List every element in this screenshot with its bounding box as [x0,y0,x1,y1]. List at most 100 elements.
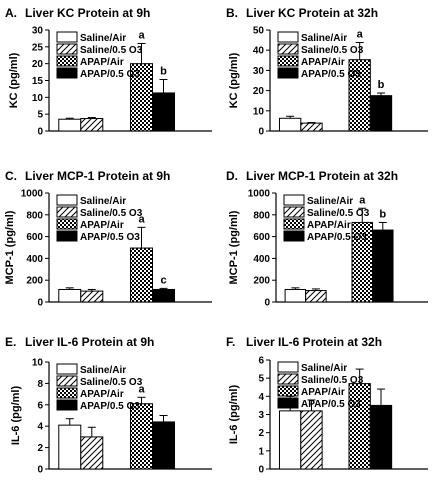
legend-swatch [56,218,78,230]
significance-label: a [359,194,366,206]
significance-label: a [138,213,145,225]
significance-label: a [138,29,145,41]
y-tick-label: 400 [26,254,43,265]
legend-label: Saline/Air [80,196,126,207]
legend-label: APAP/0.5 O3 [80,69,140,80]
panel-4: D. Liver MCP-1 Protein at 32h 0 200 400 600 80… [226,169,428,309]
panel-letter: F. [226,335,235,349]
bar-saline-0-5-o3 [80,118,104,132]
y-tick-label: 0 [37,465,43,476]
bar-apap-air [348,383,371,470]
bar-apap-0-5-o3 [372,229,394,303]
bar-saline-0-5-o3 [80,290,104,303]
legend-swatch [277,67,299,79]
y-tick-label: 20 [32,59,44,70]
y-tick-label: 4 [258,392,264,403]
legend-label: Saline/Air [301,33,347,44]
bar-saline-0-5-o3 [80,436,104,470]
panel-title: Liver IL-6 Protein at 9h [25,335,154,349]
bar-apap-0-5-o3 [369,404,393,470]
y-tick-label: 40 [253,46,265,57]
significance-label: a [357,29,364,41]
y-tick-label: 0 [258,465,264,476]
panel-title: Liver IL-6 Protein at 32h [246,335,382,349]
bar-saline-air [278,410,302,470]
significance-label: b [378,79,385,91]
panel-title: Liver KC Protein at 32h [246,6,378,20]
legend-swatch [283,194,305,206]
legend-swatch [56,43,78,55]
y-tick-label: 800 [253,210,270,221]
legend-swatch [56,67,78,79]
panel-1: A. Liver KC Protein at 9h 0 5 10 15 20 25 30 KC (… [5,6,212,138]
legend-swatch [56,363,78,375]
y-tick-label: 30 [32,26,44,37]
legend-swatch [277,373,299,385]
legend-swatch [277,397,299,409]
legend-swatch [277,43,299,55]
panel-6: F. Liver IL-6 Protein at 32h 0 1 2 3 4 5 6 IL-6 (… [226,335,428,476]
y-tick-label: 5 [37,110,43,121]
legend-swatch [56,31,78,43]
y-axis-label: MCP-1 (pg/ml) [4,210,16,284]
legend-label: Saline/Air [307,196,353,207]
bar-apap-0-5-o3 [152,421,176,470]
panel-letter: B. [226,6,238,20]
legend-label: Saline/Air [301,363,347,374]
legend-label: APAP/Air [301,387,345,398]
y-axis-label: IL-6 (pg/ml) [10,386,22,446]
panel-letter: D. [226,169,238,183]
y-tick-label: 20 [253,86,265,97]
y-tick-label: 3 [258,410,264,421]
bar-apap-air [130,247,154,303]
bar-saline-air [58,288,82,303]
legend-swatch [277,361,299,373]
y-tick-label: 5 [258,374,264,385]
y-tick-label: 6 [258,356,264,367]
bar-saline-air [284,288,307,303]
y-tick-label: 10 [253,106,265,117]
legend-label: APAP/0.5 O3 [80,232,140,243]
y-tick-label: 15 [32,76,44,87]
legend-label: Saline/0.5 O3 [301,375,364,386]
legend-label: APAP/0.5 O3 [307,232,367,243]
legend-label: Saline/0.5 O3 [301,45,364,56]
legend-label: APAP/0.5 O3 [301,69,361,80]
legend-label: APAP/Air [80,57,124,68]
legend-swatch [277,31,299,43]
y-tick-label: 2 [37,443,43,454]
panel-title: Liver KC Protein at 9h [25,6,150,20]
y-axis-label: KC (pg/ml) [228,52,240,108]
y-tick-label: 1000 [248,189,271,200]
y-tick-label: 400 [253,254,270,265]
legend-swatch [56,399,78,411]
y-axis-label: KC (pg/ml) [8,52,20,108]
y-tick-label: 0 [258,127,264,138]
legend-label: Saline/0.5 O3 [80,45,143,56]
legend-label: Saline/0.5 O3 [307,208,370,219]
bar-apap-0-5-o3 [152,288,176,303]
legend-label: APAP/Air [80,389,124,400]
y-tick-label: 1000 [21,189,44,200]
panel-title: Liver MCP-1 Protein at 32h [246,169,398,183]
panel-3: C. Liver MCP-1 Protein at 9h 0 200 400 600 800… [4,169,212,309]
bar-saline-0-5-o3 [300,122,323,132]
legend-swatch [56,206,78,218]
legend-label: APAP/Air [307,220,351,231]
legend-swatch [277,55,299,67]
y-tick-label: 4 [37,422,43,433]
legend-swatch [56,194,78,206]
y-axis-label: MCP-1 (pg/ml) [228,210,240,284]
bar-apap-0-5-o3 [152,92,176,132]
y-tick-label: 25 [32,42,44,53]
legend-label: Saline/Air [80,365,126,376]
y-tick-label: 0 [37,298,43,309]
significance-label: b [379,208,386,220]
legend-label: Saline/0.5 O3 [80,377,143,388]
y-tick-label: 600 [26,232,43,243]
legend-swatch [277,385,299,397]
panel-2: B. Liver KC Protein at 32h 0 10 20 30 40 50 KC (… [226,6,428,138]
significance-label: a [138,383,145,395]
legend-label: APAP/0.5 O3 [80,401,140,412]
y-tick-label: 200 [253,276,270,287]
